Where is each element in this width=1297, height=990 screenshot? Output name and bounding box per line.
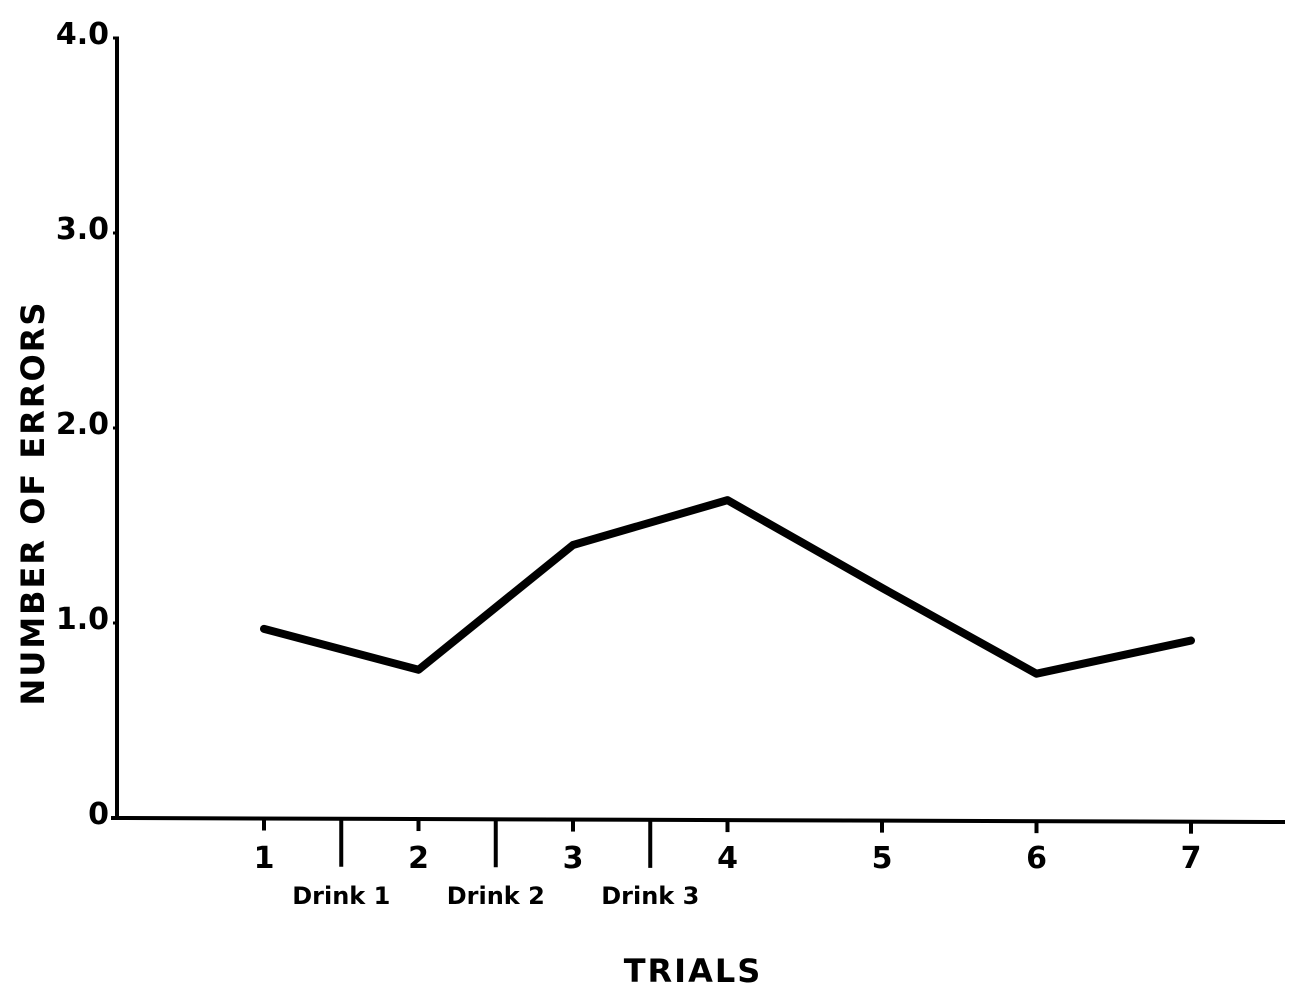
x-tick-label: 1 (254, 841, 275, 876)
y-axis-title: NUMBER OF ERRORS (14, 301, 52, 706)
drink-label: Drink 3 (601, 882, 699, 910)
y-tick-label: 1.0 (56, 602, 109, 637)
series-line (260, 496, 1195, 678)
x-tick-label: 2 (408, 841, 429, 876)
y-tick-label: 4.0 (56, 17, 109, 52)
drink-separators (339, 818, 653, 868)
drink-label: Drink 1 (292, 882, 390, 910)
x-tick-label: 3 (563, 841, 584, 876)
y-tick-label: 2.0 (56, 407, 109, 442)
y-tick-label: 3.0 (56, 212, 109, 247)
axes (110, 36, 1286, 834)
x-tick-label: 7 (1181, 841, 1202, 876)
x-tick-label: 4 (717, 841, 738, 876)
x-axis-title: TRIALS (624, 952, 763, 990)
labels-layer: 0 1.0 2.0 3.0 4.0 1 2 3 4 5 6 7 Drink 1 Drink 2 Drink … (14, 17, 1201, 990)
x-axis (110, 816, 1286, 824)
x-tick-label: 6 (1026, 841, 1047, 876)
x-tick-label: 5 (872, 841, 893, 876)
series-layer (260, 496, 1195, 678)
y-tick-label: 0 (88, 797, 109, 832)
drink-label: Drink 2 (447, 882, 545, 910)
